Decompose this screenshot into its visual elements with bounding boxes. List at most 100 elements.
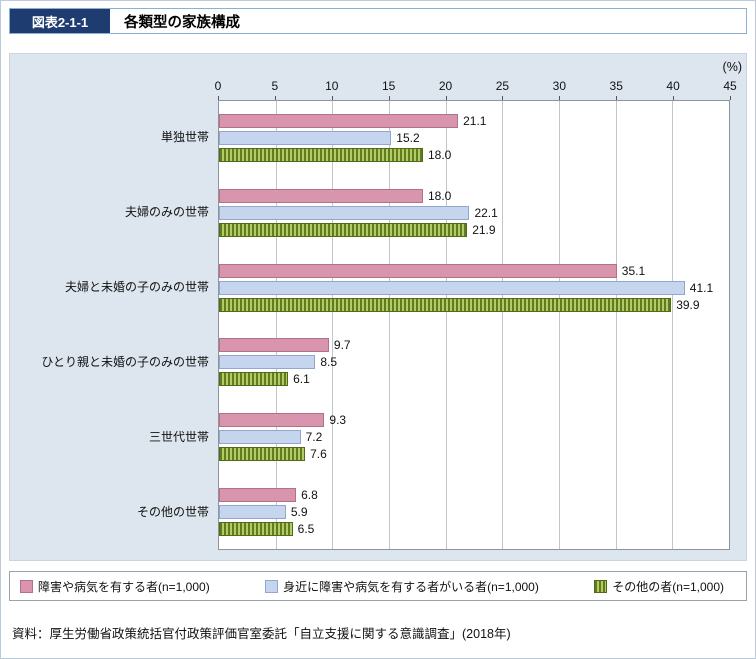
bar-row: 7.6 — [219, 447, 729, 462]
category-label: その他の世帯 — [136, 505, 209, 519]
bar-series-2 — [219, 148, 423, 163]
bar-row: 9.3 — [219, 413, 729, 428]
x-tick-label: 30 — [552, 79, 567, 93]
bar-row: 22.1 — [219, 206, 729, 220]
bar-row: 21.9 — [219, 223, 729, 237]
bar-series-2 — [219, 372, 289, 387]
bar-value-label: 6.1 — [293, 372, 310, 387]
bar-row: 7.2 — [219, 430, 729, 445]
bar-row: 18.0 — [219, 189, 729, 203]
bar-row: 6.1 — [219, 372, 729, 387]
bar-group: 6.8 5.9 6.5 — [219, 474, 729, 549]
bar-series-1 — [219, 280, 685, 295]
gridline — [502, 101, 504, 549]
bar-value-label: 5.9 — [290, 504, 308, 519]
figure-number-badge: 図表2-1-1 — [10, 9, 110, 33]
bar-value-label: 41.1 — [689, 280, 714, 295]
chart-panel: (%) 0 5 10 15 20 25 30 35 40 45 単独世帯 夫婦のみの世帯 夫婦と未婚の… — [9, 53, 747, 561]
gridline — [559, 101, 560, 549]
category-label: 夫婦のみの世帯 — [124, 205, 209, 219]
x-tick-mark — [559, 96, 561, 100]
bar-series-0 — [219, 114, 459, 129]
legend-label: 身近に障害や病気を有する者がいる者(n=1,000) — [283, 579, 539, 594]
x-tick-label: 10 — [325, 79, 339, 93]
bar-value-label: 21.9 — [472, 223, 496, 237]
bar-value-label: 7.6 — [310, 447, 327, 462]
bar-value-label: 7.2 — [305, 430, 323, 445]
gridline — [389, 101, 390, 549]
category-label: 三世代世帯 — [148, 430, 209, 444]
bar-series-1 — [219, 430, 301, 445]
bar-series-1 — [219, 504, 286, 519]
bar-group: 18.0 22.1 21.9 — [219, 176, 729, 251]
bar-row: 9.7 — [219, 338, 729, 353]
bar-series-0 — [219, 413, 325, 428]
bar-value-label: 18.0 — [428, 189, 452, 203]
legend: 障害や病気を有する者(n=1,000) 身近に障害や病気を有する者がいる者(n=1… — [9, 571, 747, 601]
bar-value-label: 9.7 — [333, 338, 351, 353]
x-tick-mark — [616, 96, 618, 100]
figure-header: 図表2-1-1 各類型の家族構成 — [9, 8, 747, 34]
bar-value-label: 6.5 — [297, 521, 315, 536]
bar-row: 18.0 — [219, 148, 729, 163]
bar-group: 21.1 15.2 18.0 — [219, 101, 729, 176]
legend-label: その他の者(n=1,000) — [612, 579, 724, 594]
category-label: 単独世帯 — [160, 130, 209, 144]
plot-area: 21.1 15.2 18.0 18.0 22.1 21.9 35.1 41.1 39.9 9.7 8… — [218, 100, 730, 550]
bar-group: 35.1 41.1 39.9 — [219, 250, 729, 325]
legend-item: 障害や病気を有する者(n=1,000) — [20, 578, 210, 595]
x-tick-label: 0 — [214, 79, 222, 93]
bar-series-0 — [219, 189, 423, 203]
x-tick-mark — [502, 96, 504, 100]
x-tick-label: 20 — [438, 79, 453, 93]
x-tick-label: 5 — [271, 79, 279, 93]
legend-swatch — [20, 579, 33, 593]
bar-value-label: 21.1 — [463, 114, 487, 129]
bar-value-label: 39.9 — [676, 297, 700, 312]
bar-row: 15.2 — [219, 131, 729, 146]
bar-value-label: 8.5 — [320, 355, 338, 370]
legend-label: 障害や病気を有する者(n=1,000) — [38, 579, 210, 594]
gridline — [615, 101, 617, 549]
x-tick-label: 25 — [495, 79, 510, 93]
figure-title: 各類型の家族構成 — [124, 14, 240, 31]
x-tick-mark — [218, 96, 219, 100]
bar-series-1 — [219, 131, 392, 146]
bar-series-2 — [219, 447, 306, 462]
x-tick-mark — [388, 96, 390, 100]
bar-row: 8.5 — [219, 355, 729, 370]
x-tick-mark — [274, 96, 276, 100]
x-tick-label: 45 — [723, 79, 737, 93]
bar-value-label: 6.8 — [301, 487, 318, 502]
bar-row: 21.1 — [219, 114, 729, 129]
bar-series-2 — [219, 223, 468, 237]
x-tick-label: 40 — [666, 79, 680, 93]
legend-item: 身近に障害や病気を有する者がいる者(n=1,000) — [265, 578, 539, 595]
x-tick-label: 35 — [609, 79, 623, 93]
legend-swatch — [594, 579, 608, 593]
gridline — [332, 101, 334, 549]
legend-swatch — [265, 579, 279, 593]
category-label: ひとり親と未婚の子のみの世帯 — [41, 355, 209, 369]
bar-series-0 — [219, 338, 329, 353]
bar-row: 5.9 — [219, 504, 729, 519]
gridline — [672, 101, 674, 549]
bar-row: 6.5 — [219, 521, 729, 536]
bar-series-0 — [219, 487, 297, 502]
x-tick-label: 15 — [381, 79, 396, 93]
gridline — [445, 101, 447, 549]
bar-row: 6.8 — [219, 487, 729, 502]
bar-row: 39.9 — [219, 297, 729, 312]
bar-value-label: 22.1 — [474, 206, 498, 220]
bar-row: 41.1 — [219, 280, 729, 295]
gridline — [275, 101, 277, 549]
x-tick-mark — [730, 96, 731, 100]
bar-value-label: 35.1 — [621, 263, 646, 278]
bar-series-2 — [219, 297, 672, 312]
x-axis-ticks: 0 5 10 15 20 25 30 35 40 45 — [214, 78, 737, 100]
source-note: 資料：厚生労働省政策統括官付政策評価官室委託「自立支援に関する意識調査」(201… — [12, 627, 511, 641]
category-label: 夫婦と未婚の子のみの世帯 — [64, 280, 209, 294]
legend-item: その他の者(n=1,000) — [594, 578, 724, 595]
x-tick-mark — [331, 96, 333, 100]
